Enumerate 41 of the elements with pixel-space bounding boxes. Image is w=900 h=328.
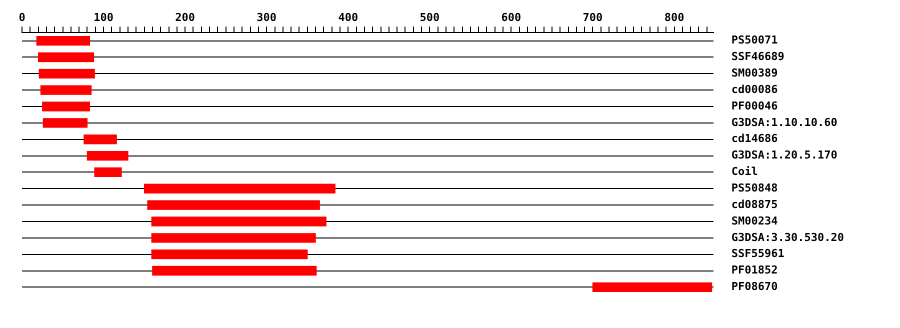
y-tick-label: PF01852 <box>731 264 778 277</box>
y-tick-label: cd00086 <box>731 82 778 96</box>
x-tick-label: 500 <box>420 10 440 24</box>
x-tick-label: 300 <box>256 10 277 24</box>
y-tick-label: cd14686 <box>731 132 778 146</box>
bar <box>94 167 122 178</box>
bar <box>36 36 90 46</box>
y-tick-label: PS50848 <box>731 181 778 194</box>
x-tick-label: 700 <box>582 10 603 24</box>
y-tick-label: G3DSA:3.30.530.20 <box>731 230 844 244</box>
x-tick-label: 100 <box>94 10 114 24</box>
bar <box>592 282 712 292</box>
bar <box>147 200 320 210</box>
y-tick-label: cd08875 <box>731 198 778 211</box>
bar <box>42 118 88 128</box>
y-tick-label: PF08670 <box>731 280 778 294</box>
y-tick-label: PS50071 <box>731 34 778 47</box>
bar <box>151 233 316 243</box>
bar <box>151 216 326 226</box>
y-tick-label: SM00234 <box>731 214 778 228</box>
bar <box>86 150 128 161</box>
y-tick-label: G3DSA:1.10.10.60 <box>731 116 838 129</box>
bar <box>152 266 317 276</box>
y-tick-label: SM00389 <box>731 66 778 80</box>
bar <box>42 102 90 112</box>
y-tick-label: Coil <box>731 165 758 178</box>
x-tick-label: 600 <box>501 10 522 24</box>
y-tick-label: G3DSA:1.20.5.170 <box>731 148 838 162</box>
bar <box>84 134 117 144</box>
y-tick-label: SSF46689 <box>731 50 784 64</box>
x-tick-label: 800 <box>664 10 684 24</box>
x-tick-label: 200 <box>175 10 196 24</box>
x-tick-label: 400 <box>338 10 358 24</box>
y-tick-label: SSF55961 <box>731 247 785 260</box>
y-tick-label: PF00046 <box>731 99 778 112</box>
x-tick-label: 0 <box>18 10 26 24</box>
bar <box>38 68 95 78</box>
bar <box>144 184 336 194</box>
bar <box>38 52 94 62</box>
bar <box>40 85 92 95</box>
bar <box>151 250 308 260</box>
